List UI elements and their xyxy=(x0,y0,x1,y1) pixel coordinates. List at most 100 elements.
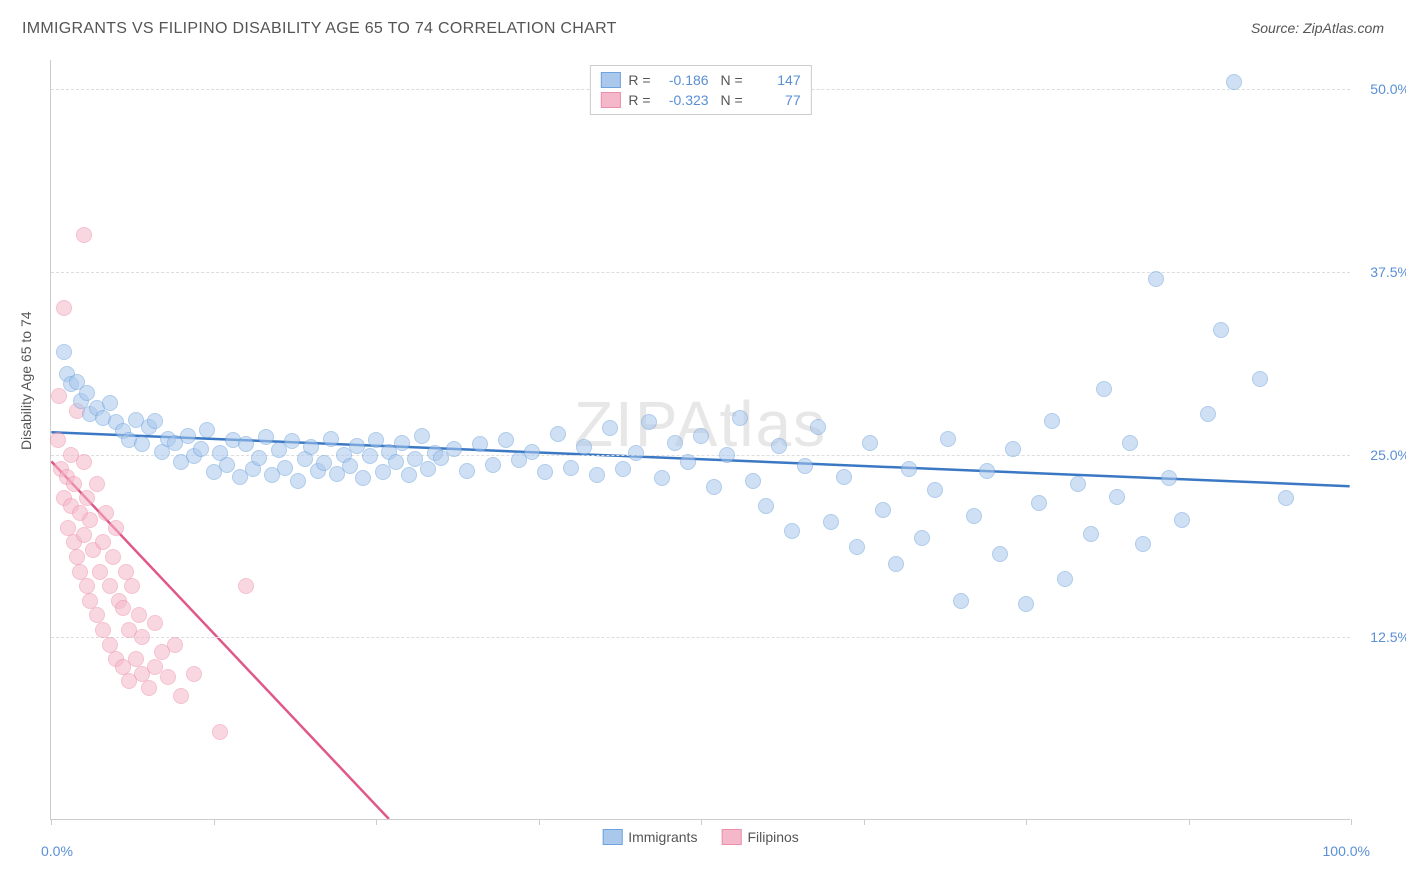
scatter-point xyxy=(92,564,108,580)
x-tick xyxy=(1189,819,1190,825)
x-tick xyxy=(214,819,215,825)
scatter-point xyxy=(102,578,118,594)
scatter-point xyxy=(89,476,105,492)
legend-row-filipinos: R = -0.323 N = 77 xyxy=(600,90,800,110)
scatter-point xyxy=(485,457,501,473)
scatter-point xyxy=(134,629,150,645)
scatter-point xyxy=(394,435,410,451)
scatter-point xyxy=(1252,371,1268,387)
scatter-point xyxy=(589,467,605,483)
y-tick-label: 25.0% xyxy=(1355,447,1406,463)
scatter-point xyxy=(1070,476,1086,492)
scatter-point xyxy=(1044,413,1060,429)
scatter-point xyxy=(388,454,404,470)
x-axis-max-label: 100.0% xyxy=(1323,843,1370,859)
scatter-point xyxy=(745,473,761,489)
scatter-point xyxy=(940,431,956,447)
scatter-point xyxy=(362,448,378,464)
scatter-point xyxy=(180,428,196,444)
scatter-point xyxy=(1122,435,1138,451)
scatter-point xyxy=(810,419,826,435)
legend-r-value-filipinos: -0.323 xyxy=(659,92,709,108)
bottom-legend-label: Filipinos xyxy=(747,829,798,845)
legend-n-label: N = xyxy=(717,92,743,108)
scatter-point xyxy=(498,432,514,448)
scatter-point xyxy=(732,410,748,426)
scatter-point xyxy=(823,514,839,530)
scatter-point xyxy=(50,432,66,448)
scatter-point xyxy=(219,457,235,473)
bottom-legend: Immigrants Filipinos xyxy=(602,829,799,845)
correlation-legend: R = -0.186 N = 147 R = -0.323 N = 77 xyxy=(589,65,811,115)
x-tick xyxy=(376,819,377,825)
legend-n-value-filipinos: 77 xyxy=(751,92,801,108)
y-tick-label: 37.5% xyxy=(1355,264,1406,280)
x-tick xyxy=(1026,819,1027,825)
bottom-legend-label: Immigrants xyxy=(628,829,697,845)
scatter-point xyxy=(258,429,274,445)
scatter-point xyxy=(82,512,98,528)
scatter-point xyxy=(667,435,683,451)
scatter-point xyxy=(771,438,787,454)
scatter-point xyxy=(537,464,553,480)
scatter-point xyxy=(459,463,475,479)
scatter-point xyxy=(1148,271,1164,287)
x-tick xyxy=(539,819,540,825)
scatter-point xyxy=(875,502,891,518)
x-tick xyxy=(1351,819,1352,825)
scatter-point xyxy=(141,680,157,696)
scatter-point xyxy=(238,578,254,594)
scatter-point xyxy=(641,414,657,430)
swatch-filipinos-icon xyxy=(721,829,741,845)
scatter-point xyxy=(719,447,735,463)
scatter-point xyxy=(147,615,163,631)
scatter-point xyxy=(654,470,670,486)
scatter-point xyxy=(524,444,540,460)
scatter-point xyxy=(124,578,140,594)
scatter-point xyxy=(680,454,696,470)
swatch-immigrants-icon xyxy=(602,829,622,845)
scatter-point xyxy=(212,724,228,740)
scatter-point xyxy=(1057,571,1073,587)
scatter-point xyxy=(758,498,774,514)
y-tick-label: 12.5% xyxy=(1355,629,1406,645)
scatter-point xyxy=(102,637,118,653)
scatter-point xyxy=(1213,322,1229,338)
gridline xyxy=(51,637,1350,638)
x-tick xyxy=(864,819,865,825)
scatter-point xyxy=(472,436,488,452)
scatter-point xyxy=(420,461,436,477)
chart-title: IMMIGRANTS VS FILIPINO DISABILITY AGE 65… xyxy=(22,20,617,38)
scatter-point xyxy=(797,458,813,474)
scatter-point xyxy=(784,523,800,539)
scatter-point xyxy=(173,688,189,704)
scatter-point xyxy=(1109,489,1125,505)
scatter-point xyxy=(1226,74,1242,90)
scatter-point xyxy=(1005,441,1021,457)
scatter-point xyxy=(901,461,917,477)
scatter-point xyxy=(79,490,95,506)
scatter-point xyxy=(79,385,95,401)
scatter-point xyxy=(693,428,709,444)
legend-r-value-immigrants: -0.186 xyxy=(659,72,709,88)
legend-n-label: N = xyxy=(717,72,743,88)
scatter-point xyxy=(66,476,82,492)
scatter-point xyxy=(76,227,92,243)
scatter-point xyxy=(167,637,183,653)
swatch-immigrants xyxy=(600,72,620,88)
scatter-point xyxy=(953,593,969,609)
scatter-point xyxy=(628,445,644,461)
scatter-point xyxy=(355,470,371,486)
scatter-point xyxy=(342,458,358,474)
scatter-point xyxy=(1174,512,1190,528)
y-tick-label: 50.0% xyxy=(1355,81,1406,97)
scatter-point xyxy=(76,454,92,470)
scatter-point xyxy=(98,505,114,521)
scatter-point xyxy=(60,520,76,536)
scatter-point xyxy=(368,432,384,448)
scatter-point xyxy=(290,473,306,489)
scatter-point xyxy=(849,539,865,555)
scatter-point xyxy=(888,556,904,572)
scatter-point xyxy=(82,593,98,609)
scatter-point xyxy=(706,479,722,495)
